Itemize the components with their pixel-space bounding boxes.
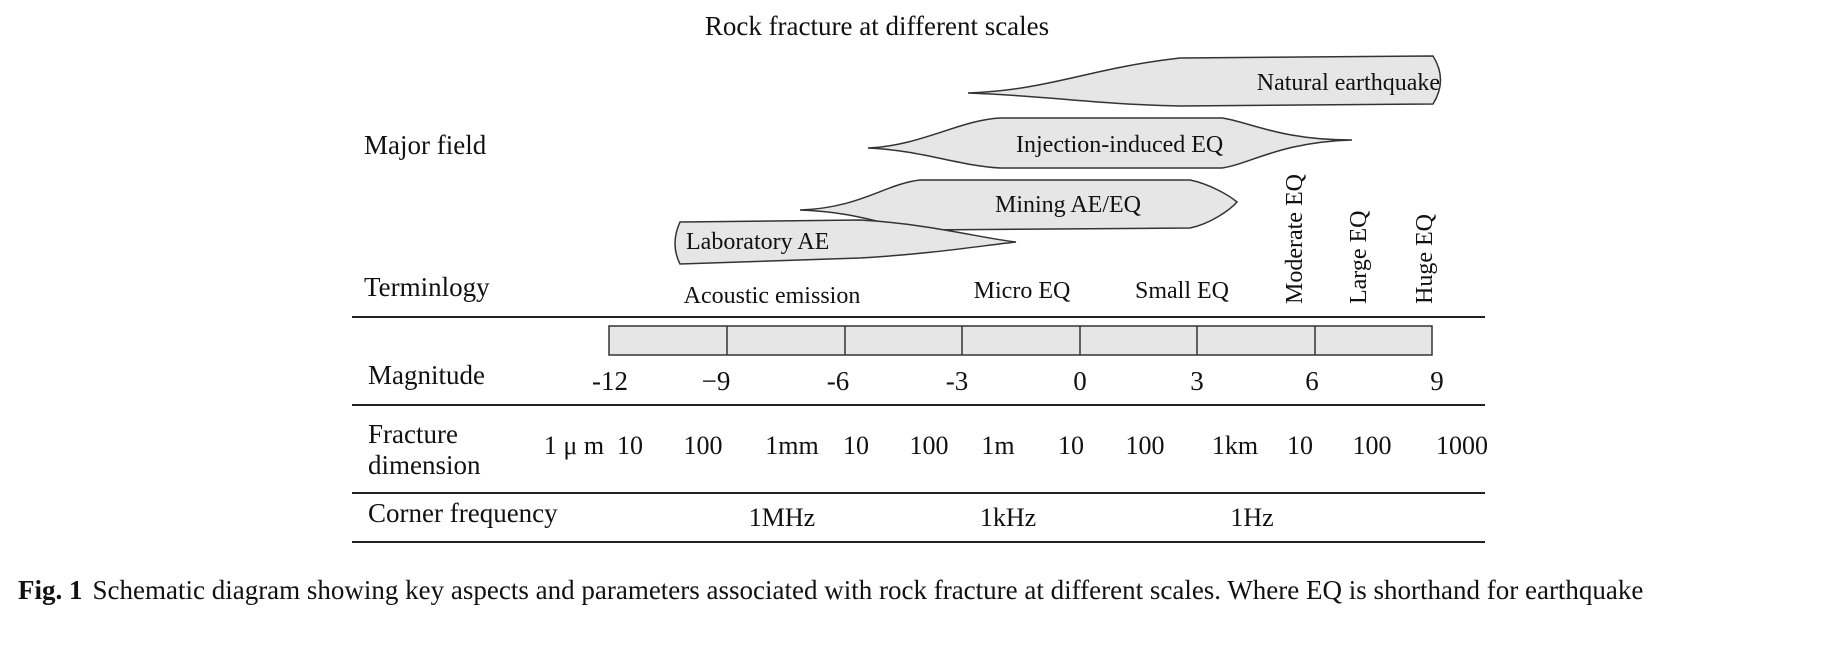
fracture-value: 100 bbox=[910, 431, 949, 460]
fracture-value: 10 bbox=[1058, 431, 1084, 460]
field-natural-earthquake: Natural earthquake bbox=[1257, 70, 1440, 96]
caption-text: Schematic diagram showing key aspects an… bbox=[92, 575, 1644, 605]
shape-natural-earthquake bbox=[967, 55, 1442, 107]
term-huge-eq: Huge EQ bbox=[1412, 214, 1438, 304]
magnitude-tick: -6 bbox=[827, 366, 850, 396]
diagram: Rock fracture at different scales Major … bbox=[352, 11, 1488, 543]
field-laboratory: Laboratory AE bbox=[686, 229, 829, 255]
field-mining: Mining AE/EQ bbox=[995, 192, 1141, 218]
fracture-value: 100 bbox=[1126, 431, 1165, 460]
term-acoustic-emission: Acoustic emission bbox=[684, 283, 861, 309]
diagram-title: Rock fracture at different scales bbox=[705, 11, 1049, 41]
magnitude-bar bbox=[608, 325, 1433, 356]
corner-frequency-value: 1MHz bbox=[749, 503, 815, 532]
field-injection-induced: Injection-induced EQ bbox=[1016, 132, 1223, 158]
label-major-field: Major field bbox=[364, 130, 487, 160]
magnitude-tick: 0 bbox=[1073, 366, 1087, 396]
fracture-value: 10 bbox=[617, 431, 643, 460]
fracture-value: 100 bbox=[684, 431, 723, 460]
corner-frequency-value: 1Hz bbox=[1230, 503, 1273, 532]
term-moderate-eq: Moderate EQ bbox=[1282, 174, 1308, 304]
label-fracture: Fracture bbox=[368, 419, 458, 449]
shape-laboratory bbox=[674, 219, 1017, 265]
fracture-value: 1 μ m bbox=[544, 431, 604, 460]
label-corner-frequency: Corner frequency bbox=[368, 498, 558, 528]
term-large-eq: Large EQ bbox=[1346, 210, 1372, 304]
magnitude-tick: 3 bbox=[1190, 366, 1204, 396]
term-micro-eq: Micro EQ bbox=[974, 278, 1071, 304]
fracture-value: 10 bbox=[843, 431, 869, 460]
fracture-value: 1mm bbox=[765, 431, 818, 460]
term-small-eq: Small EQ bbox=[1135, 278, 1229, 304]
magnitude-tick: 6 bbox=[1305, 366, 1319, 396]
label-magnitude: Magnitude bbox=[368, 360, 485, 390]
fracture-value: 1000 bbox=[1436, 431, 1488, 460]
fracture-value: 1m bbox=[981, 431, 1014, 460]
label-terminology: Terminlogy bbox=[364, 272, 490, 302]
fracture-value: 1km bbox=[1212, 431, 1258, 460]
magnitude-tick: -12 bbox=[592, 366, 628, 396]
shape-injection-induced bbox=[867, 117, 1353, 169]
caption-label: Fig. 1 bbox=[18, 575, 83, 605]
figure-caption: Fig. 1 Schematic diagram showing key aspe… bbox=[18, 572, 1818, 608]
magnitude-tick: -3 bbox=[946, 366, 969, 396]
label-dimension: dimension bbox=[368, 450, 481, 480]
magnitude-tick: −9 bbox=[702, 366, 731, 396]
fracture-value: 100 bbox=[1353, 431, 1392, 460]
magnitude-bar-dividers bbox=[726, 326, 1316, 355]
fracture-value: 10 bbox=[1287, 431, 1313, 460]
corner-frequency-value: 1kHz bbox=[980, 503, 1036, 532]
magnitude-tick: 9 bbox=[1430, 366, 1444, 396]
